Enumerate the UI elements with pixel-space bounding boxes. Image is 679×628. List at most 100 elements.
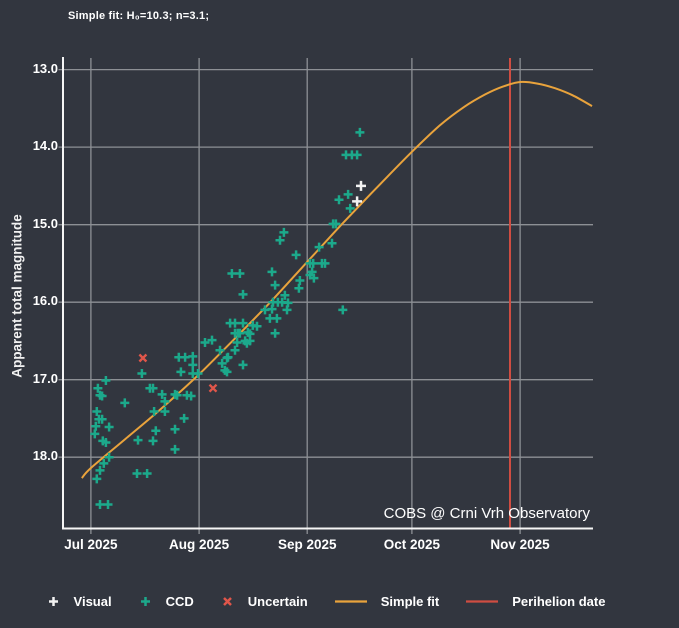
ccd-point [142,469,152,478]
ccd-point [186,391,196,401]
ccd-point [267,304,277,314]
ccd-point [279,227,289,237]
perihelion-date-line-icon [466,599,499,603]
ccd-point [179,413,189,423]
ccd-point [270,328,280,338]
ccd-point [95,500,105,509]
legend-item-simple-fit[interactable]: Simple fit [334,594,439,609]
y-tick-label: 18.0 [32,448,58,464]
ccd-point [215,345,225,355]
legend-label: CCD [165,593,194,609]
ccd-point [157,389,167,399]
legend-item-ccd[interactable]: CCD [138,594,194,609]
ccd-point [104,422,114,432]
ccd-point [188,360,198,370]
ccd-point [355,127,365,137]
ccd-point [92,474,102,484]
x-tick-label: Oct 2025 [383,537,441,552]
ccd-point [137,369,147,378]
ccd-point [309,273,319,283]
ccd-point [180,352,190,362]
ccd-point [92,407,102,416]
ccd-point [97,391,107,401]
ccd-point [132,469,142,478]
legend-item-perihelion-date[interactable]: Perihelion date [465,594,605,609]
ccd-plus-icon [140,596,150,606]
ccd-point [93,383,103,393]
ccd-point [149,407,159,416]
ccd-point [148,436,158,446]
ccd-point [243,327,253,337]
ccd-point [314,242,324,252]
ccd-point [188,351,198,361]
ccd-point [170,444,180,454]
ccd-point [338,305,348,315]
ccd-point [97,414,107,424]
ccd-point [295,276,305,285]
ccd-point [91,421,101,431]
ccd-point [90,429,100,439]
uncertain-point [138,353,148,363]
ccd-point [280,290,290,300]
simple-fit-line-icon [334,599,367,603]
ccd-point [133,435,143,445]
visual-point [356,180,366,191]
ccd-point [291,250,301,260]
legend-item-uncertain[interactable]: Uncertain [220,594,308,609]
ccd-point [193,369,203,378]
visual-plus-icon [48,596,58,606]
ccd-point [233,328,243,338]
ccd-point [235,269,245,278]
ccd-point [148,383,158,393]
ccd-point [230,345,240,355]
series-ccd [90,127,365,509]
ccd-point [222,353,232,363]
legend: Visual CCD Uncertain Simple fit Perihelion d… [0,589,665,613]
ccd-point [230,318,240,328]
ccd-point [227,269,237,278]
ccd-point [272,313,282,323]
uncertain-x-icon [222,596,232,606]
y-tick-label: 13.0 [32,60,58,76]
ccd-point [101,438,111,447]
y-tick-label: 16.0 [32,293,58,309]
ccd-point [170,424,180,434]
ccd-point [200,338,210,347]
ccd-point [334,195,344,205]
ccd-point [282,305,292,315]
ccd-point [345,203,355,213]
ccd-point [307,267,317,277]
ccd-point [220,365,230,375]
fit-line [81,80,593,479]
ccd-point [238,289,248,299]
legend-item-visual[interactable]: Visual [46,594,112,609]
x-tick-label: Nov 2025 [490,537,550,552]
ccd-point [308,258,318,268]
ccd-point [252,321,262,331]
ccd-point [238,318,248,328]
series-visual [352,180,366,207]
series-uncertain [138,353,218,393]
x-tick-label: Jul 2025 [64,537,118,552]
ccd-point [331,219,341,229]
visual-point [352,196,363,207]
ccd-point [343,189,353,199]
x-tick-label: Sep 2025 [277,537,337,552]
legend-label: Visual [73,593,112,609]
ccd-point [217,358,227,368]
ccd-point [327,238,337,248]
ccd-point [207,335,217,345]
ccd-point [245,336,255,346]
ccd-point [320,258,330,268]
ccd-point [172,390,182,400]
ccd-point [267,267,277,277]
ccd-point [352,150,362,160]
ccd-point [101,376,111,385]
ccd-point [232,338,242,347]
y-tick-label: 14.0 [32,138,58,154]
uncertain-point [208,383,218,393]
legend-label: Uncertain [247,593,308,609]
ccd-point [238,360,248,370]
